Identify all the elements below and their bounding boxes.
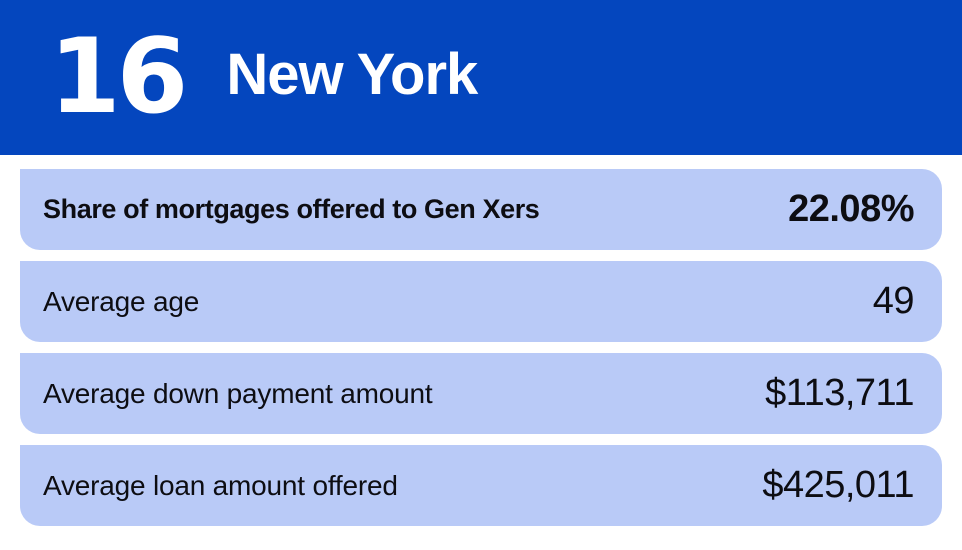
stat-label: Share of mortgages offered to Gen Xers [43,194,540,224]
header-banner: 16 New York [0,0,962,155]
stat-row-average-loan-amount: Average loan amount offered $425,011 [20,445,942,526]
stat-row-average-down-payment: Average down payment amount $113,711 [20,353,942,434]
stat-row-average-age: Average age 49 [20,261,942,342]
stat-value: $425,011 [762,464,914,506]
rank-number: 16 [49,17,188,137]
stat-label: Average down payment amount [43,377,433,409]
stat-label: Average loan amount offered [43,469,398,501]
stat-row-share-of-mortgages: Share of mortgages offered to Gen Xers 2… [20,169,942,250]
stat-value: 22.08% [788,188,914,230]
stat-value: 49 [872,280,915,322]
stats-list: Share of mortgages offered to Gen Xers 2… [20,169,942,526]
state-name: New York [226,41,478,107]
stat-value: $113,711 [765,372,914,414]
stat-label: Average age [43,285,200,317]
